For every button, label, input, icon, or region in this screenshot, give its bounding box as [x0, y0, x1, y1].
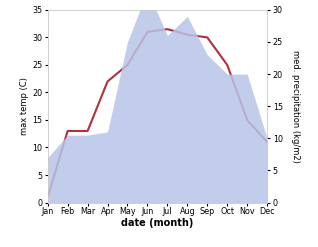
- Y-axis label: med. precipitation (kg/m2): med. precipitation (kg/m2): [291, 50, 300, 163]
- Y-axis label: max temp (C): max temp (C): [20, 77, 29, 135]
- X-axis label: date (month): date (month): [121, 219, 194, 228]
